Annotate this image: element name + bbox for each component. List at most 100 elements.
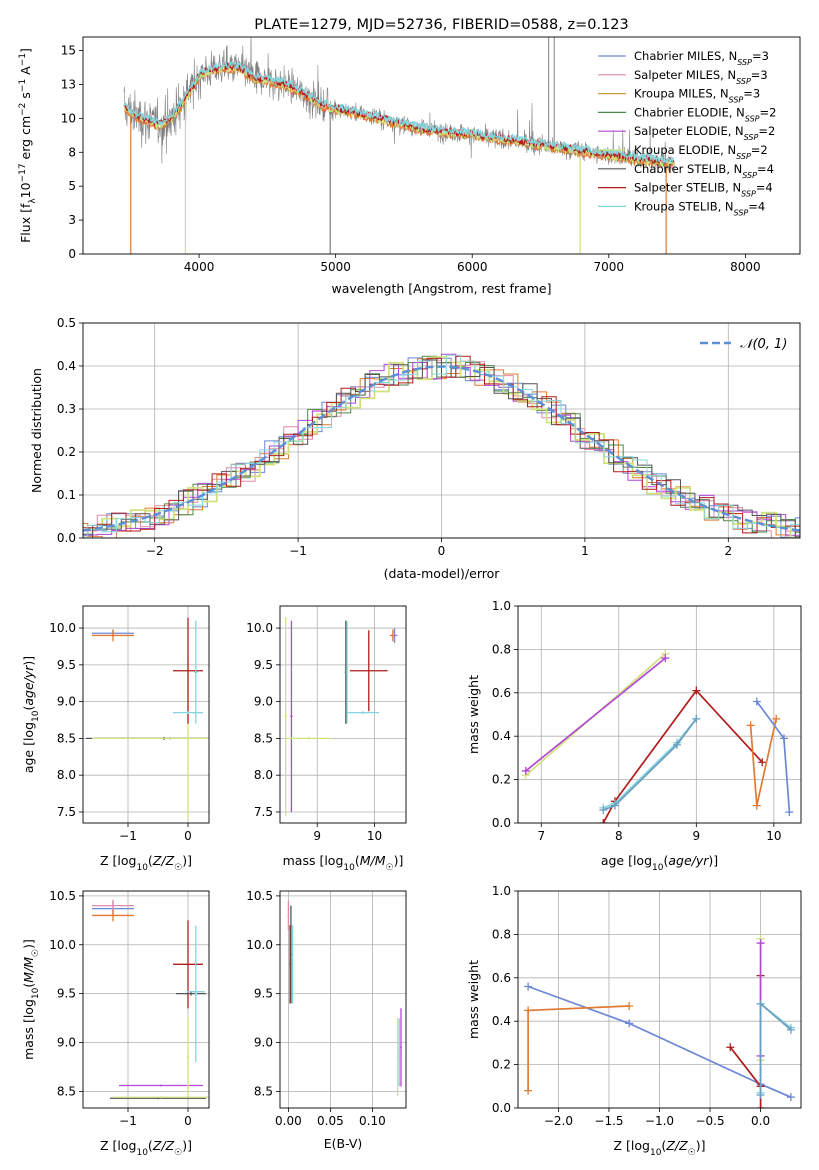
legend-label: 𝒩(0, 1) bbox=[740, 337, 787, 352]
y-tick-label: 0.6 bbox=[492, 686, 511, 700]
x-tick-label: 0.10 bbox=[359, 1114, 386, 1128]
x-tick-label: 7000 bbox=[594, 260, 625, 274]
model-spectrum-line bbox=[123, 60, 675, 165]
y-tick-label: 0.0 bbox=[57, 531, 76, 545]
label-part: )] bbox=[182, 853, 192, 868]
label-part: ☉ bbox=[31, 949, 41, 957]
y-tick-label: 7.5 bbox=[57, 805, 76, 819]
label-part: Z/Z bbox=[665, 1138, 688, 1153]
x-axis-label: mass [log10(M/M☉)] bbox=[283, 853, 404, 873]
label-part: −1 bbox=[18, 53, 28, 66]
data-point-marker bbox=[524, 1006, 533, 1015]
x-axis-label: (data-model)/error bbox=[384, 566, 501, 581]
y-tick-label: 0.8 bbox=[492, 642, 511, 656]
y-tick-label: 9.0 bbox=[254, 695, 273, 709]
y-tick-label: 0.6 bbox=[492, 971, 511, 985]
label-part: erg cm bbox=[18, 116, 33, 164]
label-part: ] bbox=[18, 48, 33, 53]
legend-label-sub: SSP bbox=[742, 170, 757, 179]
y-tick-label: 0.2 bbox=[492, 1058, 511, 1072]
x-tick-label: 0.00 bbox=[275, 1114, 302, 1128]
y-tick-label: 0.4 bbox=[492, 1014, 511, 1028]
legend-label-main: Kroupa ELODIE, N bbox=[634, 143, 736, 157]
y-tick-label: 5 bbox=[68, 179, 76, 193]
y-tick-label: 10.5 bbox=[246, 889, 273, 903]
label-part: ☉ bbox=[174, 863, 182, 873]
x-tick-label: −1 bbox=[119, 829, 137, 843]
label-part: )] bbox=[708, 853, 718, 868]
y-tick-label: 8 bbox=[68, 145, 76, 159]
x-tick-label: 8 bbox=[615, 829, 623, 843]
label-part: mass [log bbox=[283, 853, 344, 868]
series-line bbox=[602, 689, 763, 823]
legend-label-sub: SSP bbox=[741, 189, 756, 198]
y-tick-label: 8.5 bbox=[57, 1084, 76, 1098]
y-tick-label: 9.0 bbox=[254, 1036, 273, 1050]
data-point-marker bbox=[599, 805, 608, 814]
y-tick-label: 15 bbox=[61, 44, 76, 58]
legend-label-main: Kroupa STELIB, N bbox=[634, 199, 734, 213]
legend-label-sub: SSP bbox=[736, 152, 751, 161]
residuals-plot-area bbox=[83, 353, 800, 538]
legend-label-tail: =4 bbox=[756, 181, 773, 195]
mass_vs_EBV-plot-area bbox=[287, 900, 402, 1097]
y-tick-label: 0.2 bbox=[492, 773, 511, 787]
y-tick-label: 10.5 bbox=[49, 889, 76, 903]
data-point-marker bbox=[524, 1086, 533, 1095]
y-tick-label: 0.5 bbox=[57, 316, 76, 330]
y-tick-label: 10.0 bbox=[246, 938, 273, 952]
legend: 𝒩(0, 1) bbox=[700, 337, 787, 352]
y-tick-label: 9.0 bbox=[57, 695, 76, 709]
legend-label-tail: =2 bbox=[751, 143, 768, 157]
age_vs_mass-plot-area bbox=[284, 617, 398, 816]
x-tick-label: 0 bbox=[438, 544, 446, 558]
x-axis-label: Z [log10(Z/Z☉)] bbox=[100, 1138, 192, 1158]
series-line bbox=[602, 718, 697, 811]
data-point-marker bbox=[758, 758, 767, 767]
mass_vs_EBV-panel: 0.00 0.05 0.10 8.5 9.0 9.5 10.0 10.5 E(B-V) bbox=[246, 889, 407, 1151]
age_vs_Z-plot-area bbox=[86, 617, 209, 820]
legend-label-tail: =3 bbox=[743, 87, 760, 101]
data-point-marker bbox=[625, 1002, 634, 1011]
legend-label-tail: =2 bbox=[758, 124, 775, 138]
label-part: ☉ bbox=[386, 863, 394, 873]
legend-label-main: Salpeter MILES, N bbox=[634, 68, 736, 82]
weight_vs_age-plot-area bbox=[521, 649, 794, 823]
label-part: )] bbox=[394, 853, 404, 868]
label-part: Flux [f bbox=[18, 203, 33, 243]
label-part: 10 bbox=[650, 1148, 662, 1158]
legend-label: Salpeter MILES, NSSP=3 bbox=[634, 68, 768, 86]
y-axis-label: Flux [fλ10−17 erg cm−2 s−1 A−1] bbox=[18, 48, 38, 243]
data-point-marker bbox=[524, 982, 533, 991]
legend-label: Kroupa ELODIE, NSSP=2 bbox=[634, 143, 768, 161]
label-part: Z [log bbox=[614, 1138, 650, 1153]
x-axis-label: Z [log10(Z/Z☉)] bbox=[100, 853, 192, 873]
data-point-marker bbox=[756, 1090, 765, 1099]
legend-label-main: Salpeter ELODIE, N bbox=[634, 124, 744, 138]
y-tick-label: 0.4 bbox=[492, 729, 511, 743]
label-part: )] bbox=[21, 656, 36, 666]
y-tick-label: 0.8 bbox=[492, 927, 511, 941]
data-point-marker bbox=[756, 1104, 765, 1108]
age_vs_Z-panel: −1 07.58.08.59.09.510.0Z [log10(Z/Z☉)]age… bbox=[21, 605, 210, 873]
legend-label: Chabrier ELODIE, NSSP=2 bbox=[634, 105, 776, 123]
label-part: ( bbox=[663, 853, 668, 868]
legend-label-sub: SSP bbox=[737, 58, 752, 67]
legend-label-tail: =4 bbox=[757, 162, 774, 176]
data-point-marker bbox=[610, 801, 619, 810]
label-part: ( bbox=[21, 983, 36, 988]
legend-label-tail: =2 bbox=[760, 105, 777, 119]
legend-label-tail: =3 bbox=[751, 68, 768, 82]
data-point-marker bbox=[746, 721, 755, 730]
series-line bbox=[525, 657, 666, 772]
legend-label: Salpeter STELIB, NSSP=4 bbox=[634, 181, 773, 199]
label-part: age [log bbox=[21, 722, 36, 773]
label-part: ☉ bbox=[688, 1148, 696, 1158]
data-point-marker bbox=[599, 819, 608, 823]
label-part: 10 bbox=[31, 710, 41, 722]
spectrum-panel: 4000 5000 6000 7000 8000 0 3 5 8 10 13 15 PLATE=1279… bbox=[18, 17, 801, 296]
x-tick-label: −1 bbox=[119, 1114, 137, 1128]
label-part: −17 bbox=[18, 163, 28, 182]
y-tick-label: 3 bbox=[68, 213, 76, 227]
